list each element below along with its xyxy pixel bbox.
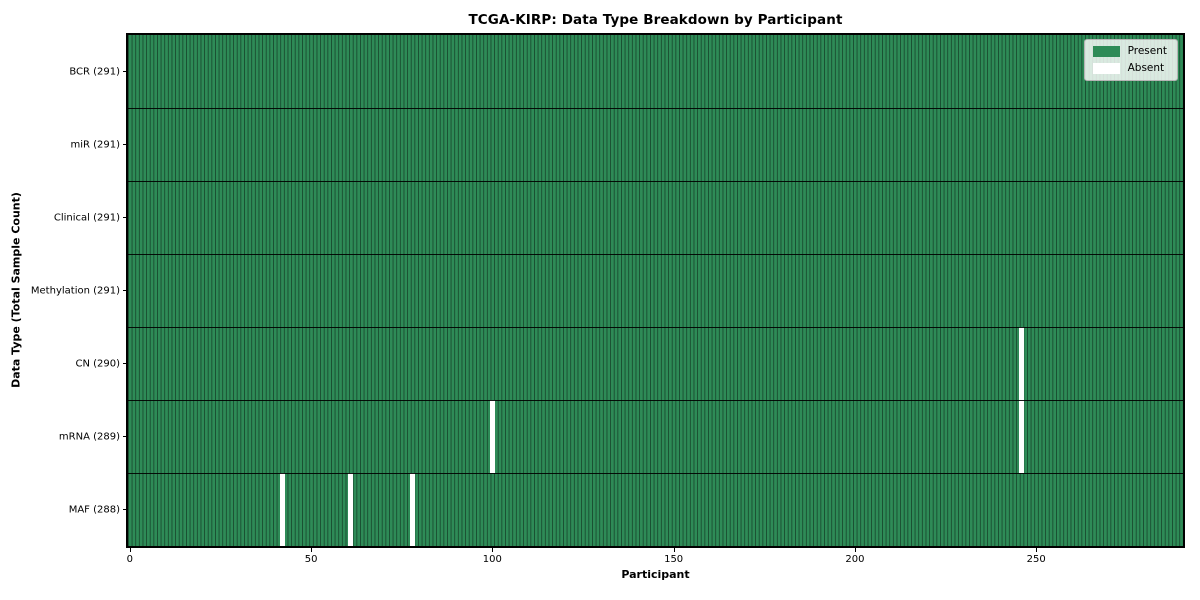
legend-label-present: Present <box>1127 45 1167 58</box>
absent-cell <box>348 473 354 546</box>
x-tick-mark <box>311 548 313 552</box>
absent-cell <box>1019 327 1025 400</box>
x-tick-label: 200 <box>845 554 865 565</box>
legend-item-present: Present <box>1092 45 1167 58</box>
row-separator-line <box>128 472 1183 474</box>
x-tick-mark <box>492 548 494 552</box>
legend-item-absent: Absent <box>1092 62 1167 75</box>
legend-swatch-present-icon <box>1092 46 1120 57</box>
x-tick-mark <box>673 548 675 552</box>
heatmap-plot: Present Absent <box>126 33 1185 548</box>
legend-label-absent: Absent <box>1127 62 1165 75</box>
y-tick-label: Methylation (291) <box>30 285 120 296</box>
y-tick-label: CN (290) <box>75 358 120 369</box>
x-tick-mark <box>854 548 856 552</box>
y-tick-mark <box>123 144 127 145</box>
row-separator-line <box>128 180 1183 182</box>
y-tick-mark <box>123 509 127 510</box>
y-tick-mark <box>123 363 127 364</box>
absent-cell <box>1019 400 1025 473</box>
y-tick-label: miR (291) <box>70 139 120 150</box>
y-tick-mark <box>123 290 127 291</box>
row-separator-line <box>128 326 1183 328</box>
x-tick-label: 50 <box>304 554 318 565</box>
absent-cell <box>279 473 285 546</box>
row-separator-line <box>128 107 1183 109</box>
absent-cell <box>410 473 416 546</box>
y-tick-label: Clinical (291) <box>53 212 120 223</box>
y-tick-mark <box>123 217 127 218</box>
x-tick-label: 250 <box>1026 554 1046 565</box>
y-tick-mark <box>123 71 127 72</box>
x-tick-label: 100 <box>482 554 502 565</box>
x-tick-mark <box>1036 548 1038 552</box>
row-separator-line <box>128 399 1183 401</box>
legend-swatch-absent-icon <box>1092 63 1120 74</box>
y-tick-label: mRNA (289) <box>58 431 120 442</box>
y-tick-mark <box>123 436 127 437</box>
y-tick-label: BCR (291) <box>69 66 120 77</box>
absent-cell <box>489 400 495 473</box>
x-tick-label: 0 <box>126 554 133 565</box>
x-axis-label: Participant <box>621 568 690 581</box>
x-tick-mark <box>129 548 131 552</box>
y-tick-label: MAF (288) <box>68 504 120 515</box>
row-separator-line <box>128 253 1183 255</box>
chart-title: TCGA-KIRP: Data Type Breakdown by Partic… <box>468 12 843 28</box>
legend: Present Absent <box>1083 39 1178 81</box>
heatmap-cells <box>128 35 1183 546</box>
x-tick-label: 150 <box>664 554 684 565</box>
